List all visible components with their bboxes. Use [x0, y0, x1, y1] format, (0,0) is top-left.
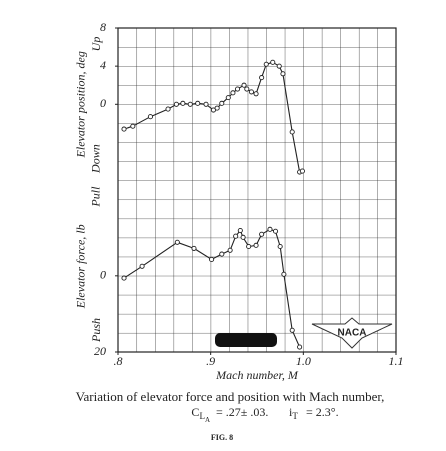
data-point: [259, 75, 265, 81]
x-axis-label: Mach number, M: [215, 368, 299, 382]
y-axis-label: Elevator position, deg: [74, 51, 88, 158]
data-point: [180, 100, 186, 106]
y-tick-label: 20: [94, 344, 106, 358]
data-point: [227, 247, 233, 253]
data-point: [253, 242, 259, 248]
y-tick-label: 4: [100, 58, 106, 72]
data-point: [225, 95, 231, 101]
data-point: [253, 91, 259, 97]
y-tick-label: 8: [100, 20, 106, 34]
data-point: [121, 126, 127, 132]
data-point: [195, 100, 201, 106]
subscript: T: [292, 411, 298, 421]
redaction-stamp: [215, 333, 277, 347]
subscript: A: [205, 416, 210, 424]
caption: Variation of elevator force and position…: [76, 389, 385, 404]
data-point: [259, 231, 265, 237]
x-tick-label: 1.1: [389, 354, 404, 368]
data-point: [297, 344, 303, 350]
data-point: [248, 89, 254, 95]
direction-label: Push: [89, 318, 103, 343]
data-point: [121, 275, 127, 281]
data-point: [165, 106, 171, 112]
data-point: [139, 263, 145, 269]
coefficient: CLA: [191, 405, 210, 424]
data-point: [289, 327, 295, 333]
data-point: [234, 86, 241, 92]
data-point: [233, 233, 239, 239]
data-point: [214, 105, 220, 111]
data-point: [240, 234, 246, 240]
symbol: i: [289, 405, 293, 419]
data-point: [280, 71, 286, 77]
figure-label: FIG. 8: [211, 433, 233, 442]
y-axis-label: Elevator force, lb: [74, 224, 88, 309]
data-point: [174, 239, 180, 245]
data-point: [276, 63, 282, 69]
data-point: [230, 90, 236, 96]
data-point: [130, 123, 136, 129]
x-tick-label: 1.0: [296, 354, 311, 368]
data-point: [147, 114, 153, 120]
incidence-value: = 2.3°.: [306, 405, 339, 419]
data-point: [209, 256, 215, 262]
data-point: [277, 243, 283, 250]
data-point: [173, 101, 179, 107]
data-point: [270, 59, 276, 65]
logo-text: NACA: [338, 328, 367, 339]
coefficient-value: = .27± .03.: [216, 405, 268, 419]
data-point: [203, 101, 209, 107]
data-point: [299, 168, 305, 174]
data-point: [244, 86, 250, 92]
y-tick-label: 0: [100, 268, 106, 282]
data-point: [281, 271, 287, 277]
data-point: [191, 245, 197, 251]
data-point: [263, 61, 269, 67]
data-point: [237, 227, 243, 234]
subscript: L: [199, 411, 205, 421]
data-point: [267, 226, 273, 232]
x-tick-label: .8: [114, 354, 123, 368]
direction-label: Down: [89, 144, 103, 174]
data-point: [187, 101, 193, 107]
data-point: [219, 251, 225, 257]
data-point: [272, 228, 279, 234]
data-point: [241, 82, 247, 88]
data-point: [289, 129, 295, 135]
x-tick-label: .9: [206, 354, 215, 368]
plot-grid: [117, 27, 397, 353]
naca-logo: NACA: [311, 317, 393, 349]
data-point: [246, 243, 252, 250]
data-point: [219, 100, 225, 106]
direction-label: Up: [89, 37, 103, 52]
y-tick-label: 0: [100, 96, 106, 110]
incidence: iT: [289, 405, 298, 421]
direction-label: Pull: [89, 186, 103, 208]
symbol: C: [191, 405, 199, 419]
